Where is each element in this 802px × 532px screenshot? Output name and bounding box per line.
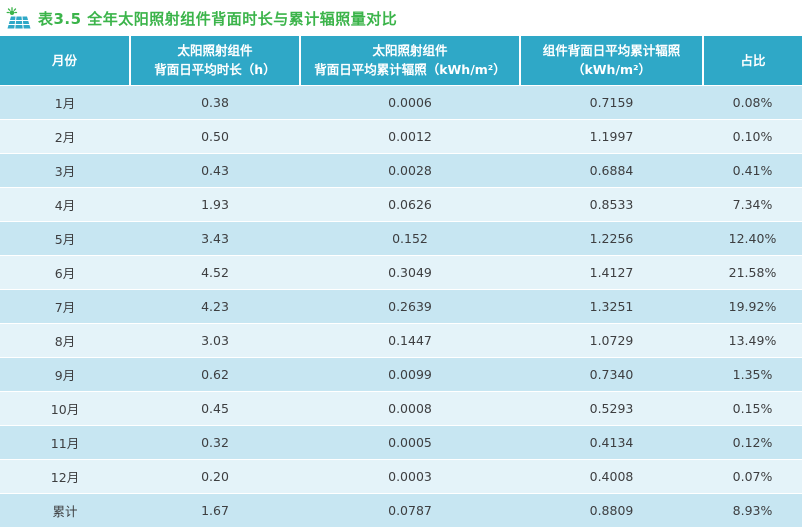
col-header-month: 月份: [0, 36, 130, 85]
cell-cumulative-irradiance: 1.0729: [520, 322, 703, 357]
header-line: 背面日平均累计辐照（kWh/m²）: [314, 62, 506, 78]
cell-cumulative-irradiance: 0.8533: [520, 186, 703, 221]
cell-daily-irradiance: 0.0003: [300, 458, 520, 493]
cell-month: 12月: [0, 458, 130, 493]
cell-month: 9月: [0, 356, 130, 391]
cell-ratio: 0.12%: [703, 424, 802, 459]
cell-cumulative-irradiance: 0.5293: [520, 390, 703, 425]
cell-ratio: 0.10%: [703, 118, 802, 153]
table-row: 4月 1.93 0.0626 0.8533 7.34%: [0, 186, 802, 221]
header-line: 太阳照射组件: [372, 42, 448, 58]
cell-ratio: 7.34%: [703, 186, 802, 221]
table-row: 10月 0.45 0.0008 0.5293 0.15%: [0, 390, 802, 425]
table-row: 11月 0.32 0.0005 0.4134 0.12%: [0, 424, 802, 459]
table-row: 12月 0.20 0.0003 0.4008 0.07%: [0, 458, 802, 493]
cell-cumulative-irradiance: 0.7159: [520, 84, 703, 119]
cell-duration: 0.32: [130, 424, 300, 459]
table-row: 7月 4.23 0.2639 1.3251 19.92%: [0, 288, 802, 323]
header-line: 背面日平均时长（h）: [154, 62, 276, 78]
header-line: 占比: [740, 52, 766, 68]
cell-month: 累计: [0, 492, 130, 527]
table-row: 9月 0.62 0.0099 0.7340 1.35%: [0, 356, 802, 391]
cell-duration: 0.43: [130, 152, 300, 187]
header-line: 太阳照射组件: [177, 42, 253, 58]
cell-month: 2月: [0, 118, 130, 153]
table-row: 8月 3.03 0.1447 1.0729 13.49%: [0, 322, 802, 357]
cell-duration: 1.67: [130, 492, 300, 527]
cell-cumulative-irradiance: 1.1997: [520, 118, 703, 153]
table-caption-bar: 表3.5 全年太阳照射组件背面时长与累计辐照量对比: [0, 0, 802, 36]
cell-month: 7月: [0, 288, 130, 323]
cell-ratio: 21.58%: [703, 254, 802, 289]
table-row: 3月 0.43 0.0028 0.6884 0.41%: [0, 152, 802, 187]
table-caption: 表3.5 全年太阳照射组件背面时长与累计辐照量对比: [38, 10, 398, 28]
col-header-backside-cumulative-irradiance: 组件背面日平均累计辐照 （kWh/m²）: [519, 36, 703, 85]
cell-duration: 4.52: [130, 254, 300, 289]
cell-cumulative-irradiance: 0.7340: [520, 356, 703, 391]
cell-daily-irradiance: 0.0005: [300, 424, 520, 459]
cell-ratio: 0.41%: [703, 152, 802, 187]
cell-ratio: 12.40%: [703, 220, 802, 255]
cell-ratio: 0.08%: [703, 84, 802, 119]
table-row: 5月 3.43 0.152 1.2256 12.40%: [0, 220, 802, 255]
cell-daily-irradiance: 0.0787: [300, 492, 520, 527]
col-header-daily-cumulative-irradiance: 太阳照射组件 背面日平均累计辐照（kWh/m²）: [299, 36, 520, 85]
table-row: 2月 0.50 0.0012 1.1997 0.10%: [0, 118, 802, 153]
cell-cumulative-irradiance: 0.6884: [520, 152, 703, 187]
cell-ratio: 1.35%: [703, 356, 802, 391]
cell-ratio: 0.15%: [703, 390, 802, 425]
header-line: 月份: [51, 52, 77, 68]
cell-ratio: 13.49%: [703, 322, 802, 357]
cell-daily-irradiance: 0.0008: [300, 390, 520, 425]
table-row: 1月 0.38 0.0006 0.7159 0.08%: [0, 84, 802, 119]
col-header-ratio: 占比: [702, 36, 802, 85]
cell-month: 11月: [0, 424, 130, 459]
cell-cumulative-irradiance: 0.4008: [520, 458, 703, 493]
solar-panel-sun-icon: [6, 7, 31, 30]
cell-daily-irradiance: 0.0099: [300, 356, 520, 391]
cell-daily-irradiance: 0.2639: [300, 288, 520, 323]
header-line: （kWh/m²）: [571, 62, 652, 78]
cell-month: 4月: [0, 186, 130, 221]
col-header-daily-duration: 太阳照射组件 背面日平均时长（h）: [129, 36, 300, 85]
cell-daily-irradiance: 0.1447: [300, 322, 520, 357]
cell-duration: 0.38: [130, 84, 300, 119]
cell-month: 3月: [0, 152, 130, 187]
table-row-total: 累计 1.67 0.0787 0.8809 8.93%: [0, 492, 802, 527]
cell-ratio: 0.07%: [703, 458, 802, 493]
cell-daily-irradiance: 0.3049: [300, 254, 520, 289]
data-table: 月份 太阳照射组件 背面日平均时长（h） 太阳照射组件 背面日平均累计辐照（kW…: [0, 36, 802, 527]
cell-cumulative-irradiance: 1.4127: [520, 254, 703, 289]
cell-ratio: 8.93%: [703, 492, 802, 527]
cell-daily-irradiance: 0.0626: [300, 186, 520, 221]
cell-cumulative-irradiance: 0.4134: [520, 424, 703, 459]
cell-daily-irradiance: 0.0012: [300, 118, 520, 153]
cell-duration: 1.93: [130, 186, 300, 221]
cell-daily-irradiance: 0.0028: [300, 152, 520, 187]
cell-daily-irradiance: 0.152: [300, 220, 520, 255]
cell-daily-irradiance: 0.0006: [300, 84, 520, 119]
cell-duration: 0.62: [130, 356, 300, 391]
cell-month: 10月: [0, 390, 130, 425]
cell-cumulative-irradiance: 1.3251: [520, 288, 703, 323]
table-row: 6月 4.52 0.3049 1.4127 21.58%: [0, 254, 802, 289]
cell-cumulative-irradiance: 1.2256: [520, 220, 703, 255]
cell-ratio: 19.92%: [703, 288, 802, 323]
cell-duration: 3.03: [130, 322, 300, 357]
cell-month: 1月: [0, 84, 130, 119]
header-line: 组件背面日平均累计辐照: [542, 42, 681, 58]
cell-cumulative-irradiance: 0.8809: [520, 492, 703, 527]
cell-duration: 4.23: [130, 288, 300, 323]
cell-duration: 0.20: [130, 458, 300, 493]
cell-duration: 0.45: [130, 390, 300, 425]
cell-month: 5月: [0, 220, 130, 255]
cell-month: 8月: [0, 322, 130, 357]
cell-duration: 3.43: [130, 220, 300, 255]
cell-month: 6月: [0, 254, 130, 289]
cell-duration: 0.50: [130, 118, 300, 153]
table-header-row: 月份 太阳照射组件 背面日平均时长（h） 太阳照射组件 背面日平均累计辐照（kW…: [0, 36, 802, 85]
